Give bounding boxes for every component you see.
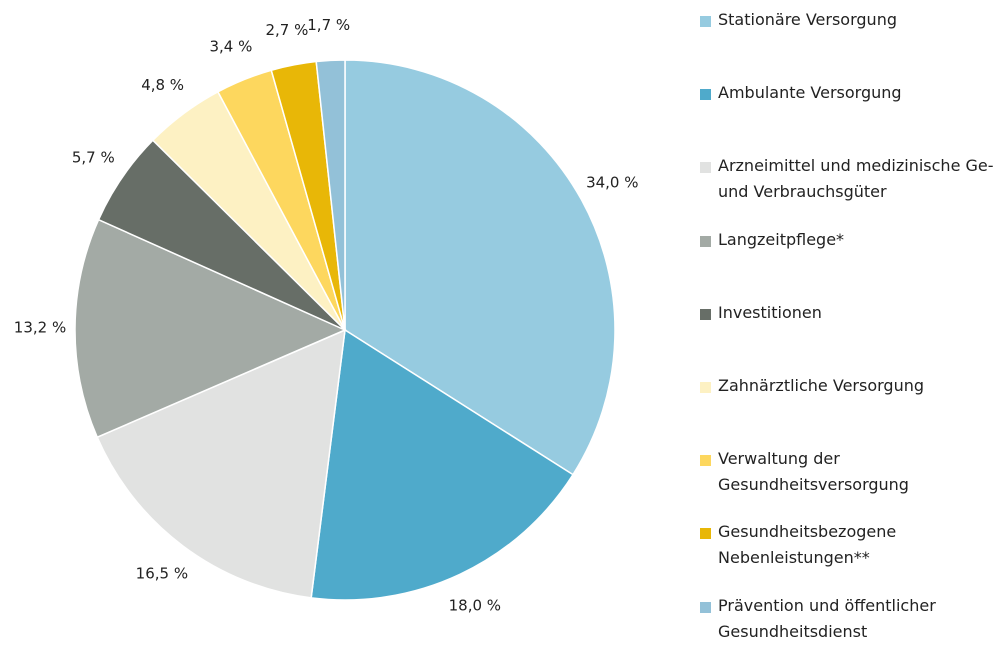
data-label: 4,8 % (141, 76, 184, 94)
data-label: 16,5 % (136, 564, 188, 582)
legend-swatch (700, 235, 711, 247)
legend-label: Prävention und öffentlicher Gesundheitsd… (718, 595, 936, 641)
legend-item: Langzeitpflege* (700, 227, 998, 253)
data-label: 18,0 % (449, 596, 501, 614)
data-label: 3,4 % (209, 38, 252, 56)
legend-swatch (700, 308, 711, 320)
legend-swatch (700, 16, 711, 27)
pie-slice (74, 218, 347, 439)
data-label: 1,7 % (307, 16, 350, 34)
legend-item: Investitionen (700, 300, 998, 326)
data-label: 2,7 % (265, 21, 308, 39)
legend-item: Prävention und öffentlicher Gesundheitsd… (700, 593, 998, 645)
legend-swatch (700, 89, 711, 101)
legend-label: Langzeitpflege* (718, 229, 845, 249)
data-label: 13,2 % (14, 319, 66, 337)
legend-item: Arzneimittel und medizinische Ge- und Ve… (700, 153, 998, 205)
legend-item: Verwaltung der Gesundheitsversorgung (700, 446, 998, 498)
legend-label: Verwaltung der Gesundheitsversorgung (718, 449, 909, 495)
data-label: 5,7 % (72, 148, 115, 166)
legend-swatch (700, 162, 711, 174)
legend-item: Ambulante Versorgung (700, 80, 998, 106)
pie-slice (315, 59, 346, 331)
legend-swatch (700, 382, 711, 393)
legend-label: Gesundheitsbezogene Nebenleistungen** (718, 522, 897, 568)
data-label: 34,0 % (586, 174, 638, 192)
legend-label: Zahnärztliche Versorgung (718, 376, 924, 395)
pie-slice (96, 328, 346, 599)
legend-label: Investitionen (718, 302, 822, 322)
legend-item: Zahnärztliche Versorgung (700, 373, 998, 399)
legend-swatch (700, 528, 711, 540)
pie-slice (344, 59, 616, 476)
chart: 34,0 % 18,0 % 16,5 % 13,2 % 5,7 % 4,8 % 3,4 % 2… (14, 16, 639, 615)
legend-label: Stationäre Versorgung (718, 10, 897, 29)
legend-swatch (700, 455, 711, 467)
legend-label: Ambulante Versorgung (718, 83, 902, 103)
legend-item: Stationäre Versorgung (700, 7, 998, 33)
legend-label: Arzneimittel und medizinische Ge- und Ve… (718, 156, 994, 202)
legend-item: Gesundheitsbezogene Nebenleistungen** (700, 519, 998, 571)
legend-swatch (700, 601, 711, 613)
pie-slice (310, 328, 575, 601)
